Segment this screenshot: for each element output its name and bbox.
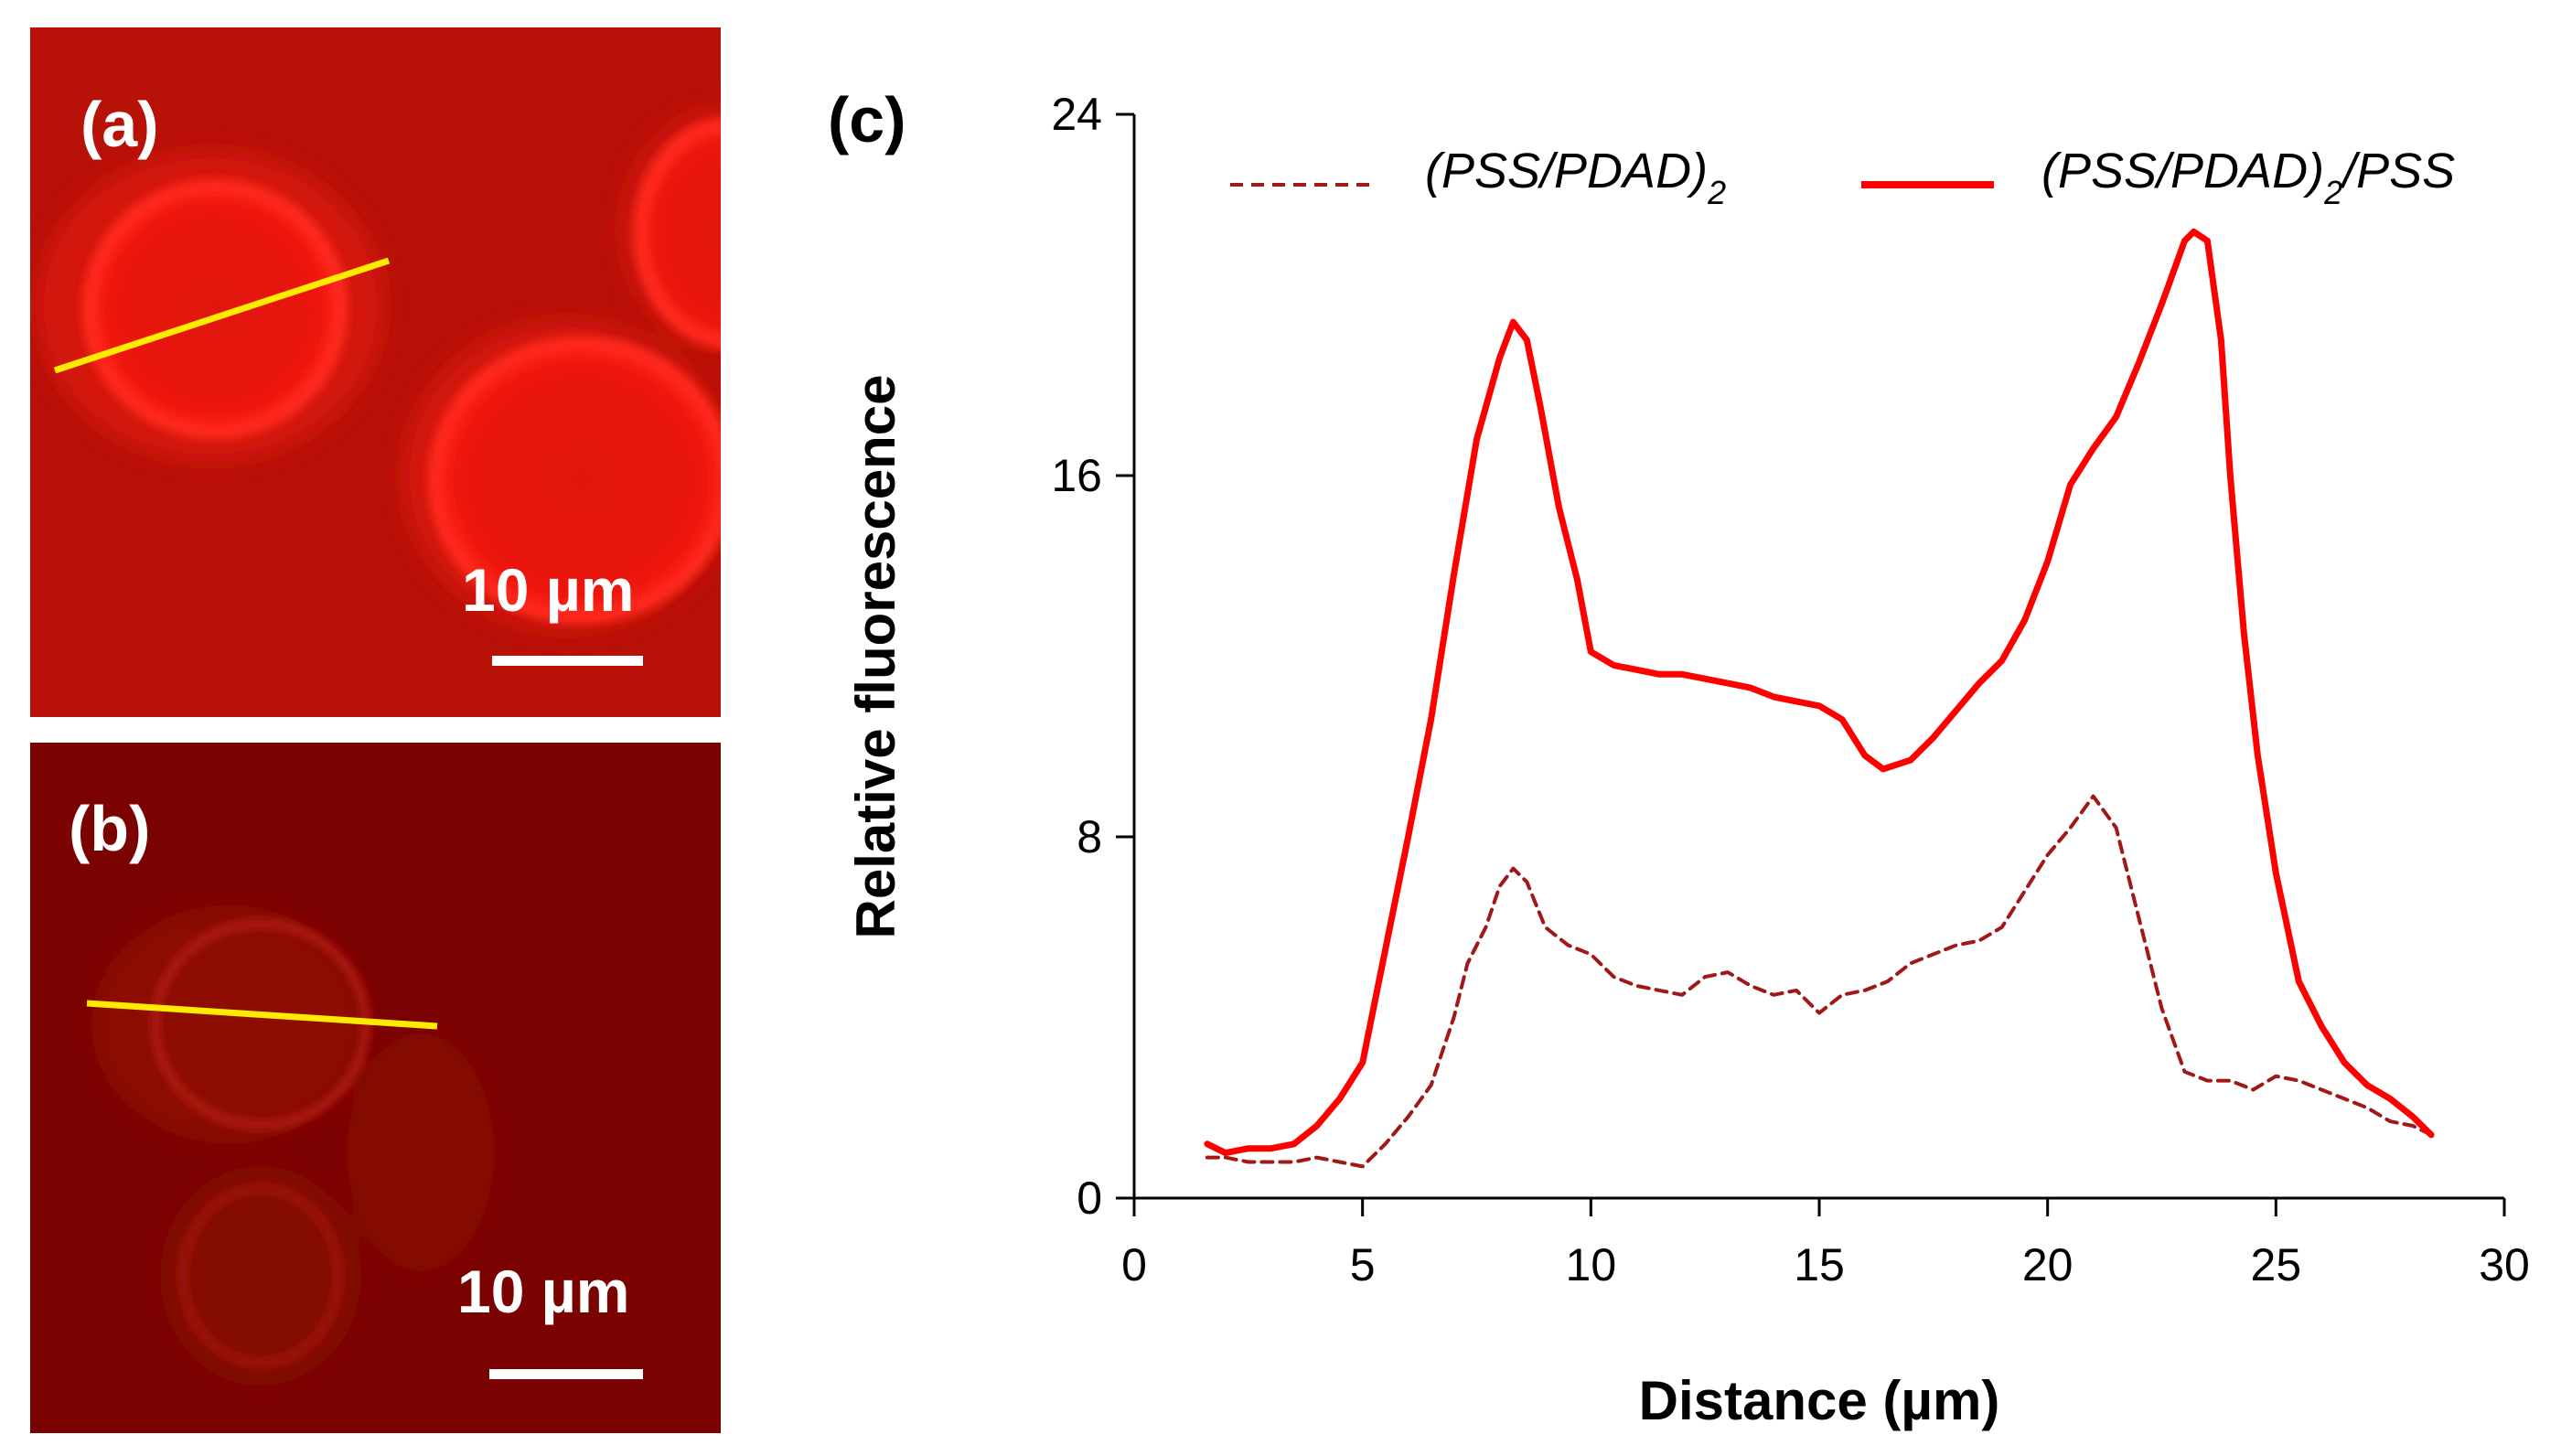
x-tick-label: 15 (1794, 1239, 1845, 1290)
x-tick-label: 0 (1121, 1239, 1147, 1290)
panel-label-b: (b) (69, 793, 150, 864)
legend-solid-main: (PSS/PDAD) (2041, 144, 2324, 198)
micrograph-b: (b) 10 µm (30, 743, 721, 1433)
scale-bar-b (489, 1369, 643, 1379)
x-tick-label: 25 (2251, 1239, 2302, 1290)
scale-bar-a (492, 656, 643, 666)
cell-a-1 (82, 179, 348, 439)
cell-a-2 (428, 337, 721, 624)
series-line-pss-pdad-2-pss (1204, 228, 2435, 1157)
x-axis-title: Distance (µm) (1639, 1370, 2000, 1431)
cell-b-2 (178, 1184, 343, 1367)
series-dashed (1205, 794, 2434, 1169)
x-tick-label: 10 (1566, 1239, 1617, 1290)
y-tick-label: 24 (1051, 89, 1102, 140)
legend-dashed-label: (PSS/PDAD)2 (1425, 144, 1726, 211)
x-tick-label: 20 (2022, 1239, 2073, 1290)
scale-bar-label-b: 10 µm (457, 1258, 629, 1325)
legend: (PSS/PDAD)2 (PSS/PDAD)2/PSS (1230, 144, 2455, 211)
scale-bar-label-a: 10 µm (462, 556, 634, 624)
x-tick-label: 30 (2479, 1239, 2530, 1290)
panel-label-c: (c) (828, 84, 906, 155)
legend-solid-sub: 2 (2323, 174, 2342, 211)
legend-solid-suffix: /PSS (2339, 144, 2455, 198)
cell-a-3 (634, 117, 721, 349)
legend-dashed-sub: 2 (1707, 174, 1726, 211)
panel-label-a: (a) (80, 89, 159, 160)
y-gridlines: 0 8 16 24 (1051, 89, 1134, 1224)
series-line-pss-pdad-2 (1205, 794, 2434, 1169)
y-axis-title: Relative fluorescence (845, 375, 906, 939)
x-ticks: 0 5 10 15 20 25 30 (1121, 1198, 2530, 1290)
y-tick-label: 16 (1051, 450, 1102, 501)
series-solid (1204, 228, 2435, 1157)
line-profile-a (53, 257, 391, 374)
micrograph-a: (a) 10 µm (30, 27, 721, 717)
y-tick-label: 8 (1077, 811, 1102, 862)
legend-solid-label: (PSS/PDAD)2/PSS (2041, 144, 2455, 211)
line-profile-b (86, 1000, 438, 1030)
x-tick-label: 5 (1350, 1239, 1376, 1290)
legend-dashed-main: (PSS/PDAD) (1425, 144, 1708, 198)
y-tick-label: 0 (1077, 1172, 1102, 1224)
chart-c: (c) 0 8 16 24 0 5 10 15 20 25 30 Distance (µm) Re… (828, 84, 2530, 1431)
